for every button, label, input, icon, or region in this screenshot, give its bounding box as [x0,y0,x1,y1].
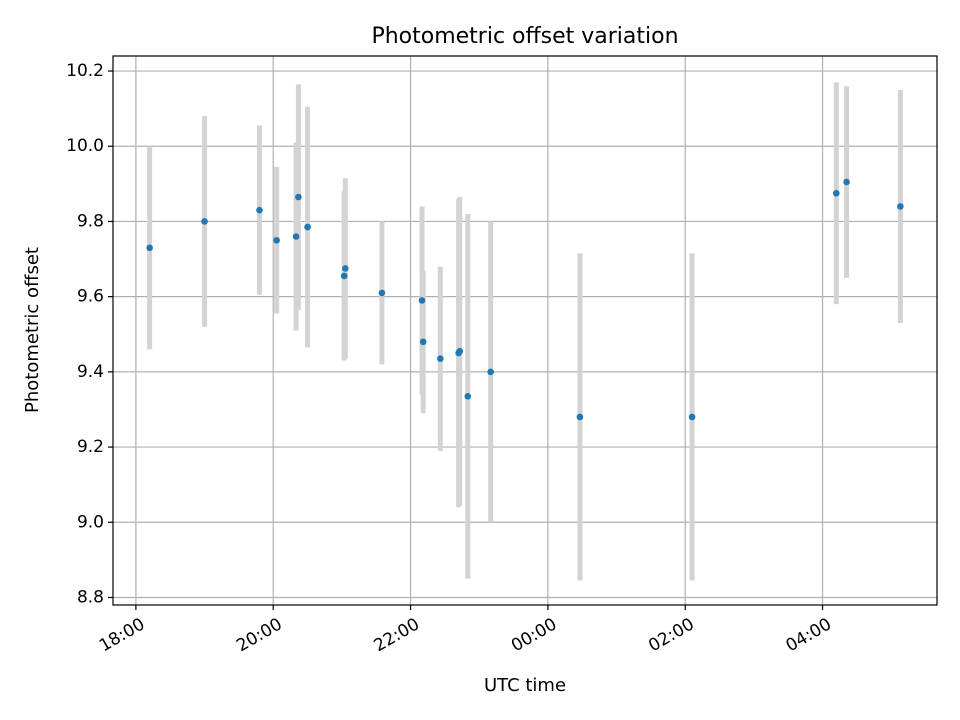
data-point [292,233,300,240]
data-point [342,265,349,272]
data-point [456,347,464,355]
error-bars [147,82,903,581]
data-point [576,413,584,421]
data-point [304,223,311,231]
data-point [688,413,696,421]
data-point [256,206,263,214]
chart-title: Photometric offset variation [371,24,678,49]
x-tick-label: 20:00 [233,614,285,656]
data-point [295,193,302,201]
x-tick-label: 00:00 [508,614,560,656]
data-point [464,393,472,400]
data-point [843,178,850,186]
data-point [340,272,348,280]
y-tick-label: 8.8 [77,587,104,607]
data-point [437,355,444,363]
y-tick-label: 9.2 [77,437,104,457]
data-point [273,236,280,244]
y-tick-label: 10.0 [66,136,104,156]
data-point [378,289,386,297]
x-tick-label: 18:00 [96,614,148,656]
axis-ticks: 18:00 20:00 22:00 00:00 02:00 04:00 8.8 9.0 9.2 9… [66,61,835,656]
plot-frame [112,55,938,606]
x-tick-label: 04:00 [783,614,835,656]
y-axis-label: Photometric offset [22,247,43,413]
data-point [832,189,840,197]
y-tick-label: 9.6 [77,287,104,307]
data-point [487,368,494,376]
data-point [419,338,427,346]
gridlines [113,56,937,605]
data-point [146,244,153,252]
x-tick-label: 22:00 [371,614,423,656]
data-points [146,178,904,421]
x-tick-label: 02:00 [645,614,697,656]
data-point [201,218,208,225]
data-point [418,297,426,304]
y-tick-label: 9.0 [77,512,104,532]
y-tick-label: 10.2 [66,61,104,81]
x-axis-label: UTC time [484,675,566,696]
data-point [897,203,904,210]
y-tick-label: 9.4 [77,362,104,382]
y-tick-label: 9.8 [77,211,104,231]
